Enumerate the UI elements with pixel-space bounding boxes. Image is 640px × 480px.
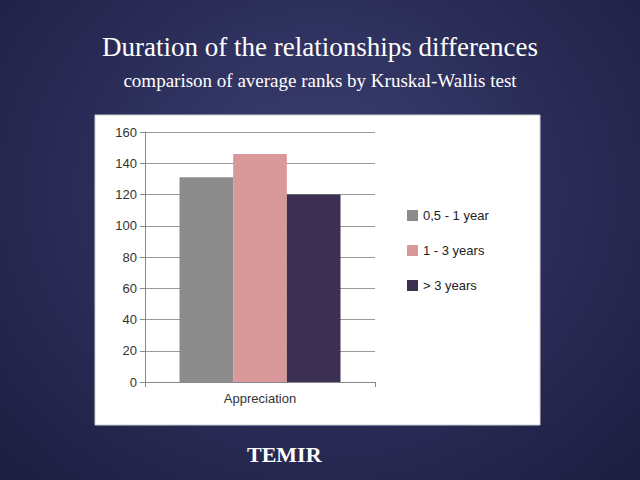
- svg-text:100: 100: [115, 218, 137, 233]
- svg-text:comparison of average ranks by: comparison of average ranks by Kruskal-W…: [123, 70, 517, 91]
- svg-text:1 - 3 years: 1 - 3 years: [423, 243, 485, 258]
- svg-text:TEMIR: TEMIR: [247, 442, 323, 467]
- svg-text:140: 140: [115, 156, 137, 171]
- svg-text:Appreciation: Appreciation: [224, 391, 296, 406]
- svg-text:160: 160: [115, 125, 137, 140]
- svg-text:> 3 years: > 3 years: [423, 278, 477, 293]
- svg-text:60: 60: [123, 281, 137, 296]
- svg-text:0,5 - 1 year: 0,5 - 1 year: [423, 208, 489, 223]
- svg-text:Duration of the relationships: Duration of the relationships difference…: [102, 32, 538, 62]
- svg-text:80: 80: [123, 250, 137, 265]
- svg-text:0: 0: [130, 375, 137, 390]
- svg-text:120: 120: [115, 187, 137, 202]
- svg-text:40: 40: [123, 312, 137, 327]
- svg-text:20: 20: [123, 343, 137, 358]
